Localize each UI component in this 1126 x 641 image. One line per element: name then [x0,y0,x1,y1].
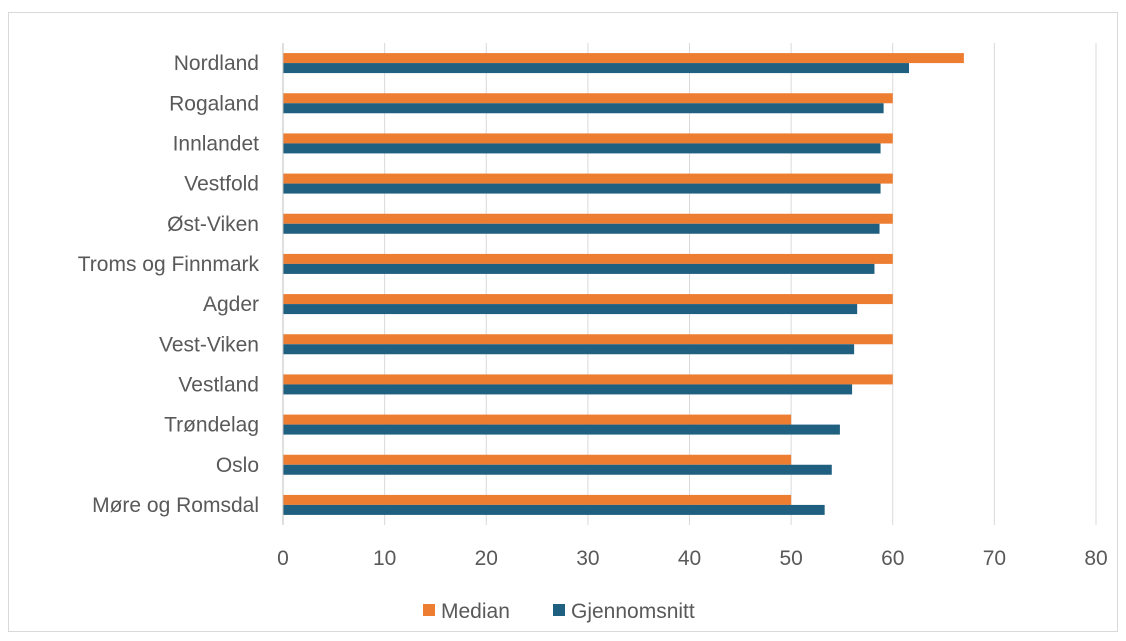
bar-gjennomsnitt [283,344,855,355]
bar-gjennomsnitt [283,384,853,395]
x-tick-label: 30 [576,547,599,570]
bar-gjennomsnitt [283,424,840,435]
legend-swatch-gjennomsnitt [553,604,565,616]
bars [283,53,964,515]
category-label: Troms og Finnmark [78,253,260,276]
x-tick-label: 20 [475,547,498,570]
x-tick-label: 70 [983,547,1006,570]
bar-gjennomsnitt [283,504,825,515]
category-label: Innlandet [173,132,260,155]
bar-median [283,253,893,264]
bar-median [283,414,792,425]
bar-median [283,133,893,144]
x-tick-label: 10 [373,547,396,570]
category-label: Oslo [216,454,259,477]
category-label: Øst-Viken [167,213,259,236]
category-label: Trøndelag [164,414,259,437]
category-label: Rogaland [169,92,259,115]
category-label: Vest-Viken [159,333,259,356]
legend-label: Median [441,600,510,623]
chart-frame [8,12,1118,632]
x-tick-label: 40 [678,547,701,570]
bar-median [283,334,893,345]
bar-gjennomsnitt [283,304,858,315]
bar-median [283,53,964,64]
legend-label: Gjennomsnitt [571,600,695,623]
bar-gjennomsnitt [283,63,910,74]
bar-median [283,93,893,104]
x-tick-label: 60 [881,547,904,570]
legend-swatch-median [423,604,435,616]
bar-gjennomsnitt [283,263,875,274]
gridlines [384,43,1097,525]
category-label: Agder [203,293,259,316]
category-label: Vestland [178,373,259,396]
bar-gjennomsnitt [283,464,832,475]
bar-median [283,173,893,184]
bar-median [283,213,893,224]
category-label: Nordland [174,52,259,75]
category-label: Vestfold [184,173,259,196]
category-labels: Nordland Rogaland Innlandet Vestfold Øst-Vik… [78,52,260,517]
x-tick-label: 50 [779,547,802,570]
bar-median [283,294,893,305]
bar-gjennomsnitt [283,183,881,194]
legend: Median Gjennomsnitt [423,600,695,623]
bar-median [283,374,893,385]
x-tick-labels: 0 10 20 30 40 50 60 70 80 [277,547,1108,570]
x-tick-label: 80 [1084,547,1107,570]
category-label: Møre og Romsdal [92,494,259,517]
x-tick-label: 0 [277,547,289,570]
bar-gjennomsnitt [283,223,880,234]
bar-gjennomsnitt [283,103,884,114]
bar-median [283,454,792,465]
bar-gjennomsnitt [283,143,881,154]
bar-median [283,494,792,505]
